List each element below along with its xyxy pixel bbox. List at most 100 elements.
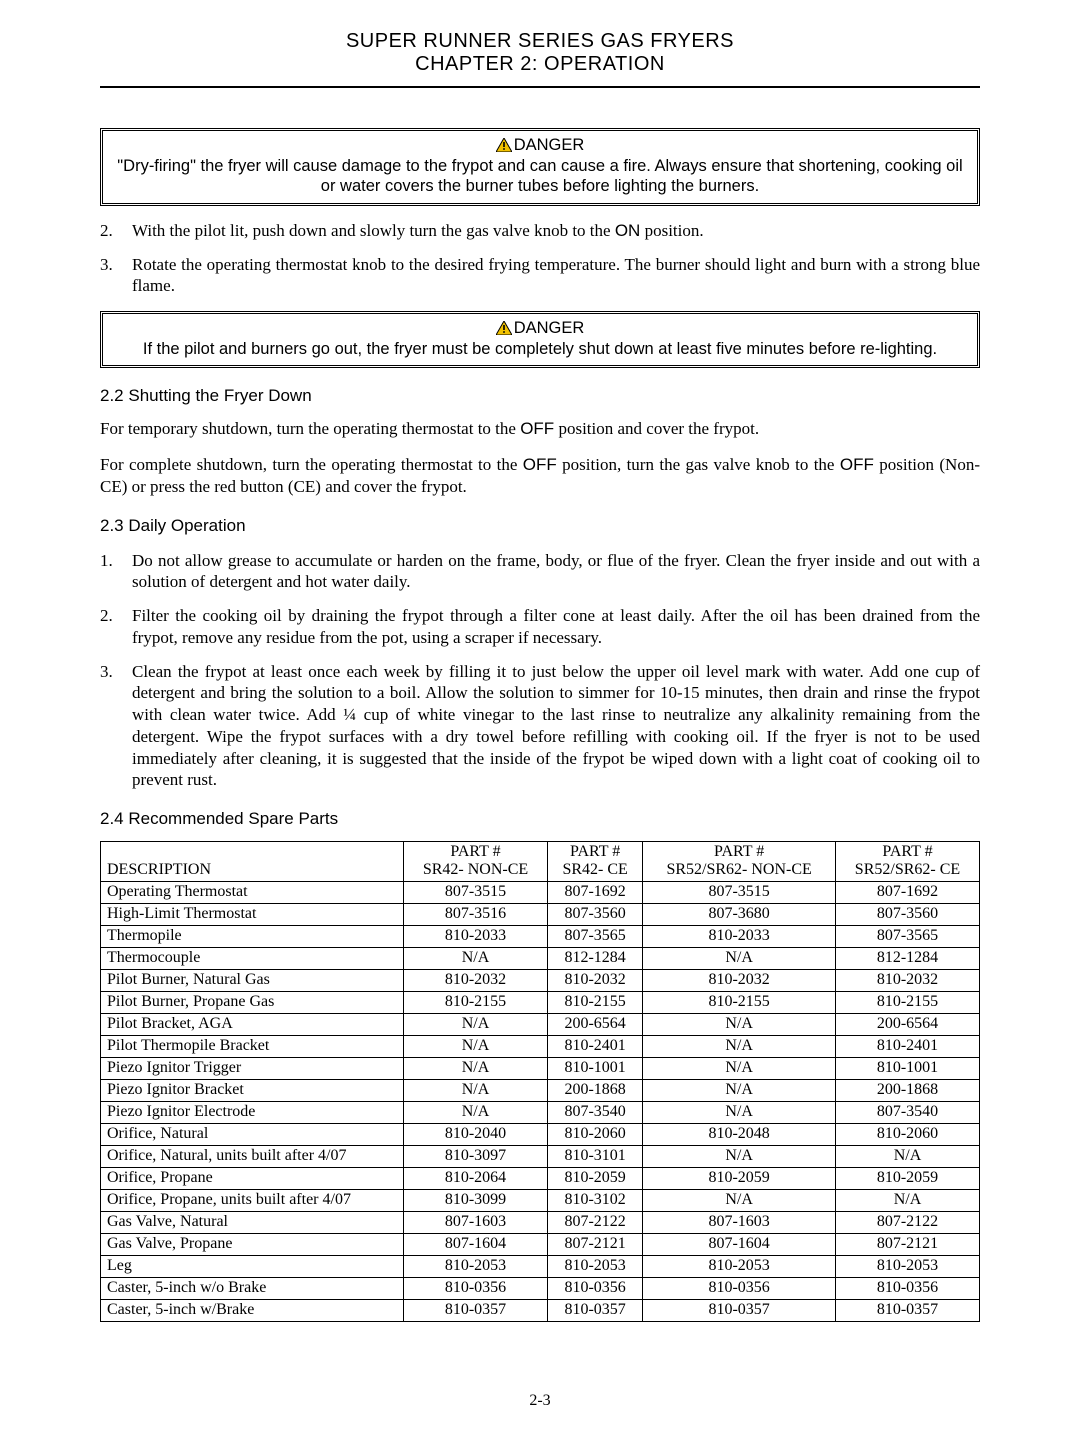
- table-row: Caster, 5-inch w/o Brake810-0356810-0356…: [101, 1278, 980, 1300]
- part-number: 807-3516: [404, 904, 548, 926]
- steps-list-a: 2. With the pilot lit, push down and slo…: [100, 220, 980, 297]
- part-number: 810-0356: [643, 1278, 836, 1300]
- part-number: 810-2155: [404, 992, 548, 1014]
- part-description: Orifice, Propane: [101, 1168, 404, 1190]
- table-row: Orifice, Propane810-2064810-2059810-2059…: [101, 1168, 980, 1190]
- part-number: N/A: [643, 1102, 836, 1124]
- table-row: Thermopile810-2033807-3565810-2033807-35…: [101, 926, 980, 948]
- header-title-2: CHAPTER 2: OPERATION: [100, 53, 980, 76]
- part-number: 810-3099: [404, 1190, 548, 1212]
- part-description: Pilot Burner, Propane Gas: [101, 992, 404, 1014]
- section-2-2-heading: 2.2 Shutting the Fryer Down: [100, 386, 980, 406]
- part-number: 810-2059: [643, 1168, 836, 1190]
- part-number: N/A: [404, 1058, 548, 1080]
- document-header: SUPER RUNNER SERIES GAS FRYERS CHAPTER 2…: [100, 30, 980, 76]
- part-number: 200-6564: [547, 1014, 642, 1036]
- section-2-2-p1: For temporary shutdown, turn the operati…: [100, 418, 980, 440]
- part-number: 807-3680: [643, 904, 836, 926]
- part-number: 810-0356: [547, 1278, 642, 1300]
- part-number: N/A: [835, 1146, 979, 1168]
- part-description: Piezo Ignitor Trigger: [101, 1058, 404, 1080]
- part-number: N/A: [643, 1014, 836, 1036]
- part-number: 810-0356: [404, 1278, 548, 1300]
- col-2: PART # SR42- CE: [547, 842, 642, 882]
- table-row: Operating Thermostat807-3515807-1692807-…: [101, 882, 980, 904]
- part-number: 810-3101: [547, 1146, 642, 1168]
- table-row: Orifice, Natural, units built after 4/07…: [101, 1146, 980, 1168]
- part-description: Orifice, Natural: [101, 1124, 404, 1146]
- spare-parts-table: DESCRIPTION PART # SR42- NON-CE PART # S…: [100, 841, 980, 1322]
- part-number: N/A: [643, 1058, 836, 1080]
- part-number: 810-2032: [835, 970, 979, 992]
- table-row: Piezo Ignitor BracketN/A200-1868N/A200-1…: [101, 1080, 980, 1102]
- section-2-3-heading: 2.3 Daily Operation: [100, 516, 980, 536]
- part-description: Gas Valve, Propane: [101, 1234, 404, 1256]
- part-number: 810-2155: [547, 992, 642, 1014]
- part-number: 810-2053: [404, 1256, 548, 1278]
- table-row: Leg810-2053810-2053810-2053810-2053: [101, 1256, 980, 1278]
- part-description: Gas Valve, Natural: [101, 1212, 404, 1234]
- part-number: 810-2053: [547, 1256, 642, 1278]
- daily-op-1: 1. Do not allow grease to accumulate or …: [100, 550, 980, 594]
- part-number: 810-2401: [547, 1036, 642, 1058]
- part-number: N/A: [404, 1102, 548, 1124]
- part-description: Pilot Bracket, AGA: [101, 1014, 404, 1036]
- part-number: 810-2059: [835, 1168, 979, 1190]
- danger-label-1: DANGER: [514, 135, 585, 156]
- part-number: 807-1603: [404, 1212, 548, 1234]
- table-row: Pilot Thermopile BracketN/A810-2401N/A81…: [101, 1036, 980, 1058]
- part-description: High-Limit Thermostat: [101, 904, 404, 926]
- part-number: 807-3560: [547, 904, 642, 926]
- part-number: 807-3540: [835, 1102, 979, 1124]
- table-row: Orifice, Natural810-2040810-2060810-2048…: [101, 1124, 980, 1146]
- part-description: Caster, 5-inch w/Brake: [101, 1300, 404, 1322]
- part-number: 810-2064: [404, 1168, 548, 1190]
- step-2: 2. With the pilot lit, push down and slo…: [100, 220, 980, 242]
- daily-ops-list: 1. Do not allow grease to accumulate or …: [100, 550, 980, 792]
- part-number: 807-1604: [643, 1234, 836, 1256]
- part-number: 807-1604: [404, 1234, 548, 1256]
- part-number: 810-2032: [643, 970, 836, 992]
- part-number: 810-2155: [835, 992, 979, 1014]
- danger-box-1: DANGER "Dry-firing" the fryer will cause…: [100, 128, 980, 206]
- part-description: Orifice, Natural, units built after 4/07: [101, 1146, 404, 1168]
- part-number: 200-1868: [547, 1080, 642, 1102]
- table-row: ThermocoupleN/A812-1284N/A812-1284: [101, 948, 980, 970]
- part-number: 810-2032: [404, 970, 548, 992]
- section-2-4-heading: 2.4 Recommended Spare Parts: [100, 809, 980, 829]
- part-number: N/A: [643, 1146, 836, 1168]
- table-row: Pilot Bracket, AGAN/A200-6564N/A200-6564: [101, 1014, 980, 1036]
- col-description: DESCRIPTION: [107, 861, 211, 878]
- part-number: N/A: [643, 1190, 836, 1212]
- part-number: N/A: [835, 1190, 979, 1212]
- table-row: Piezo Ignitor TriggerN/A810-1001N/A810-1…: [101, 1058, 980, 1080]
- danger-label-2: DANGER: [514, 318, 585, 339]
- parts-header-row: DESCRIPTION PART # SR42- NON-CE PART # S…: [101, 842, 980, 882]
- part-number: 807-3515: [643, 882, 836, 904]
- part-number: 810-2401: [835, 1036, 979, 1058]
- part-number: 810-3102: [547, 1190, 642, 1212]
- part-number: N/A: [643, 1080, 836, 1102]
- col-3: PART # SR52/SR62- NON-CE: [643, 842, 836, 882]
- table-row: Gas Valve, Propane807-1604807-2121807-16…: [101, 1234, 980, 1256]
- part-description: Thermocouple: [101, 948, 404, 970]
- warning-icon: [496, 321, 512, 335]
- part-number: 807-2121: [835, 1234, 979, 1256]
- part-number: 810-3097: [404, 1146, 548, 1168]
- part-description: Pilot Thermopile Bracket: [101, 1036, 404, 1058]
- part-number: 810-2060: [547, 1124, 642, 1146]
- table-row: High-Limit Thermostat807-3516807-3560807…: [101, 904, 980, 926]
- part-description: Thermopile: [101, 926, 404, 948]
- part-number: 807-2122: [547, 1212, 642, 1234]
- part-number: 807-3565: [835, 926, 979, 948]
- part-number: 810-2033: [404, 926, 548, 948]
- part-description: Piezo Ignitor Electrode: [101, 1102, 404, 1124]
- table-row: Orifice, Propane, units built after 4/07…: [101, 1190, 980, 1212]
- header-rule: [100, 86, 980, 88]
- danger-text-1: "Dry-firing" the fryer will cause damage…: [111, 156, 969, 197]
- part-number: 807-2122: [835, 1212, 979, 1234]
- part-number: 810-2059: [547, 1168, 642, 1190]
- daily-op-2: 2. Filter the cooking oil by draining th…: [100, 605, 980, 649]
- part-description: Pilot Burner, Natural Gas: [101, 970, 404, 992]
- part-number: 810-0357: [835, 1300, 979, 1322]
